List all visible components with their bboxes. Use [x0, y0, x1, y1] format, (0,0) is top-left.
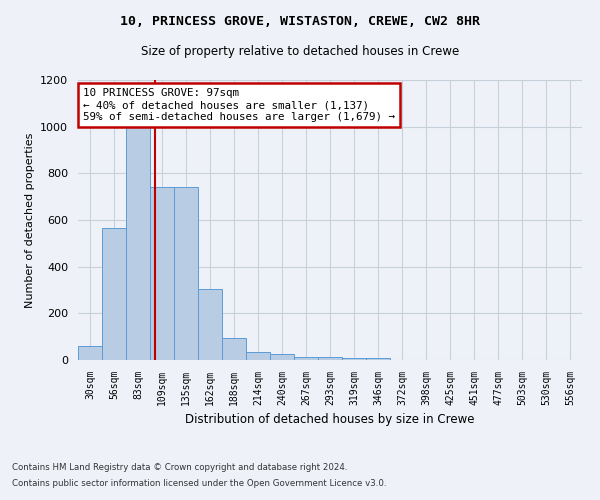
Bar	[246, 352, 270, 360]
Bar	[78, 346, 102, 360]
Text: 10 PRINCESS GROVE: 97sqm
← 40% of detached houses are smaller (1,137)
59% of sem: 10 PRINCESS GROVE: 97sqm ← 40% of detach…	[83, 88, 395, 122]
Text: Contains public sector information licensed under the Open Government Licence v3: Contains public sector information licen…	[12, 478, 386, 488]
Bar	[222, 338, 246, 360]
Text: Contains HM Land Registry data © Crown copyright and database right 2024.: Contains HM Land Registry data © Crown c…	[12, 464, 347, 472]
Bar	[126, 126, 150, 360]
Bar	[318, 356, 342, 360]
Bar	[342, 358, 366, 360]
Y-axis label: Number of detached properties: Number of detached properties	[25, 132, 35, 308]
Bar	[174, 188, 198, 360]
X-axis label: Distribution of detached houses by size in Crewe: Distribution of detached houses by size …	[185, 414, 475, 426]
Bar	[102, 228, 126, 360]
Bar	[366, 358, 390, 360]
Bar	[270, 354, 294, 360]
Bar	[150, 188, 174, 360]
Text: Size of property relative to detached houses in Crewe: Size of property relative to detached ho…	[141, 45, 459, 58]
Bar	[294, 356, 318, 360]
Text: 10, PRINCESS GROVE, WISTASTON, CREWE, CW2 8HR: 10, PRINCESS GROVE, WISTASTON, CREWE, CW…	[120, 15, 480, 28]
Bar	[198, 289, 222, 360]
